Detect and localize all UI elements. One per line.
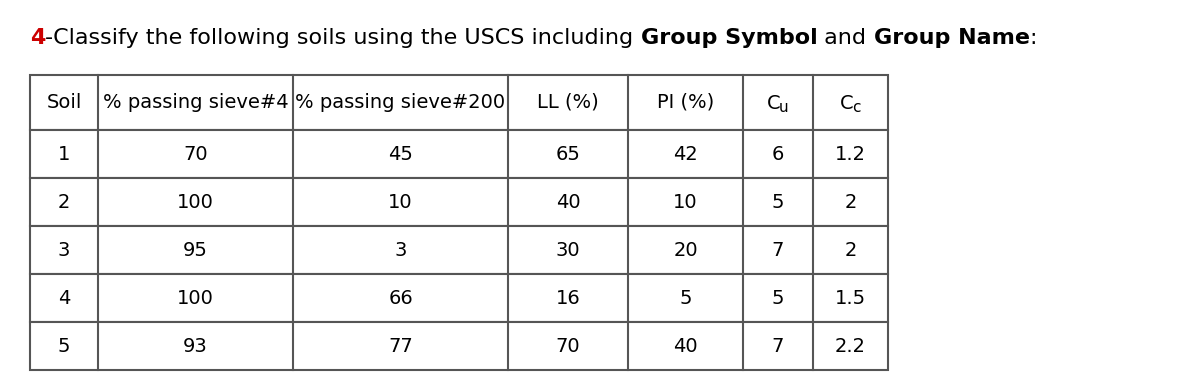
Text: 1.5: 1.5 <box>835 288 866 307</box>
Text: 2: 2 <box>845 241 857 260</box>
Text: 4: 4 <box>30 28 46 48</box>
Text: 5: 5 <box>679 288 691 307</box>
Bar <box>30 75 888 130</box>
Text: c: c <box>852 100 860 115</box>
Text: 77: 77 <box>388 337 413 356</box>
Text: 2: 2 <box>58 193 70 212</box>
Text: Soil: Soil <box>47 93 82 112</box>
Text: 3: 3 <box>58 241 70 260</box>
Bar <box>30 274 888 322</box>
Text: 1: 1 <box>58 144 70 163</box>
Text: 42: 42 <box>673 144 698 163</box>
Text: 95: 95 <box>184 241 208 260</box>
Text: 70: 70 <box>556 337 581 356</box>
Text: 70: 70 <box>184 144 208 163</box>
Text: % passing sieve#200: % passing sieve#200 <box>295 93 505 112</box>
Bar <box>30 226 888 274</box>
Text: 1.2: 1.2 <box>835 144 866 163</box>
Text: 65: 65 <box>556 144 581 163</box>
Text: 7: 7 <box>772 241 784 260</box>
Text: :: : <box>1030 28 1037 48</box>
Text: PI (%): PI (%) <box>656 93 714 112</box>
Text: 100: 100 <box>178 193 214 212</box>
Text: u: u <box>779 100 788 115</box>
Text: -Classify the following soils using the USCS including: -Classify the following soils using the … <box>46 28 641 48</box>
Text: 66: 66 <box>388 288 413 307</box>
Text: 2: 2 <box>845 193 857 212</box>
Bar <box>30 322 888 370</box>
Text: 45: 45 <box>388 144 413 163</box>
Text: 3: 3 <box>395 241 407 260</box>
Text: 20: 20 <box>673 241 698 260</box>
Bar <box>30 178 888 226</box>
Text: 5: 5 <box>772 288 785 307</box>
Text: and: and <box>817 28 874 48</box>
Text: 10: 10 <box>673 193 698 212</box>
Text: Group Name: Group Name <box>874 28 1030 48</box>
Text: Group Symbol: Group Symbol <box>641 28 817 48</box>
Text: C: C <box>767 94 781 113</box>
Text: 40: 40 <box>556 193 581 212</box>
Text: 7: 7 <box>772 337 784 356</box>
Bar <box>30 130 888 178</box>
Text: 5: 5 <box>58 337 71 356</box>
Text: 5: 5 <box>772 193 785 212</box>
Text: 4: 4 <box>58 288 70 307</box>
Text: 40: 40 <box>673 337 698 356</box>
Text: LL (%): LL (%) <box>538 93 599 112</box>
Text: % passing sieve#4: % passing sieve#4 <box>103 93 288 112</box>
Text: 16: 16 <box>556 288 581 307</box>
Text: C: C <box>840 94 853 113</box>
Text: 30: 30 <box>556 241 581 260</box>
Text: 93: 93 <box>184 337 208 356</box>
Text: 100: 100 <box>178 288 214 307</box>
Text: 2.2: 2.2 <box>835 337 866 356</box>
Text: 6: 6 <box>772 144 784 163</box>
Text: 10: 10 <box>388 193 413 212</box>
